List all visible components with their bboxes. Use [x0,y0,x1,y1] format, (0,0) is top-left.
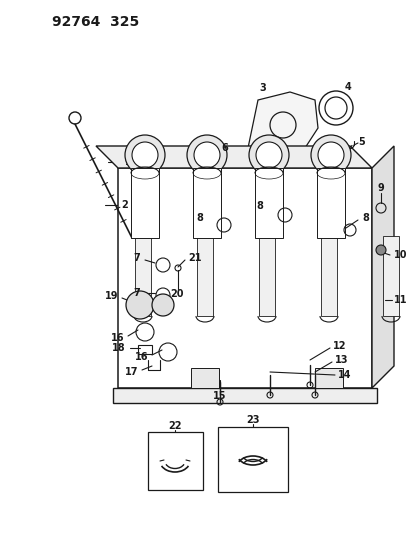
Text: 16: 16 [110,333,124,343]
Bar [147,432,202,490]
Text: 21: 21 [188,253,201,263]
Text: 11: 11 [393,295,406,305]
Polygon shape [247,92,317,155]
Circle shape [194,142,219,168]
Text: 7: 7 [133,253,140,263]
Circle shape [187,135,226,175]
Text: 10: 10 [393,250,406,260]
Polygon shape [118,168,371,388]
Circle shape [255,142,281,168]
Text: 13: 13 [334,355,348,365]
Polygon shape [314,368,342,388]
Text: 92764  325: 92764 325 [52,15,139,29]
Bar [320,236,336,316]
Polygon shape [113,388,376,403]
Text: 17: 17 [124,367,138,377]
Text: 6: 6 [221,143,228,153]
Text: 8: 8 [361,213,368,223]
Circle shape [152,294,173,316]
Circle shape [125,135,165,175]
Bar [192,168,221,238]
Circle shape [375,245,385,255]
Text: 5: 5 [358,137,365,147]
Text: 16: 16 [134,352,147,362]
Bar [131,168,159,238]
Text: 18: 18 [112,343,126,353]
Bar [259,236,274,316]
Bar [254,168,282,238]
Circle shape [310,135,350,175]
Text: 9: 9 [377,183,383,193]
Bar [218,427,287,492]
Circle shape [132,142,158,168]
Text: 15: 15 [213,391,226,401]
Circle shape [317,142,343,168]
Text: 23: 23 [246,415,259,425]
Text: 12: 12 [332,341,346,351]
Polygon shape [96,146,371,168]
Text: 7: 7 [133,288,140,298]
Circle shape [248,135,288,175]
Text: 2: 2 [121,200,128,210]
Text: 22: 22 [168,421,181,431]
Bar [138,345,152,354]
Text: 8: 8 [256,201,262,211]
Polygon shape [190,368,218,388]
Circle shape [126,291,154,319]
Text: 3: 3 [259,83,266,93]
Polygon shape [371,146,393,388]
Text: 1: 1 [125,157,131,167]
Bar [197,236,212,316]
Text: 8: 8 [196,213,202,223]
Text: 4: 4 [344,82,351,92]
Bar [135,236,151,316]
Bar [316,168,344,238]
Text: 14: 14 [337,370,351,380]
Text: 19: 19 [104,291,118,301]
Bar [382,236,398,316]
Text: 20: 20 [170,289,183,299]
